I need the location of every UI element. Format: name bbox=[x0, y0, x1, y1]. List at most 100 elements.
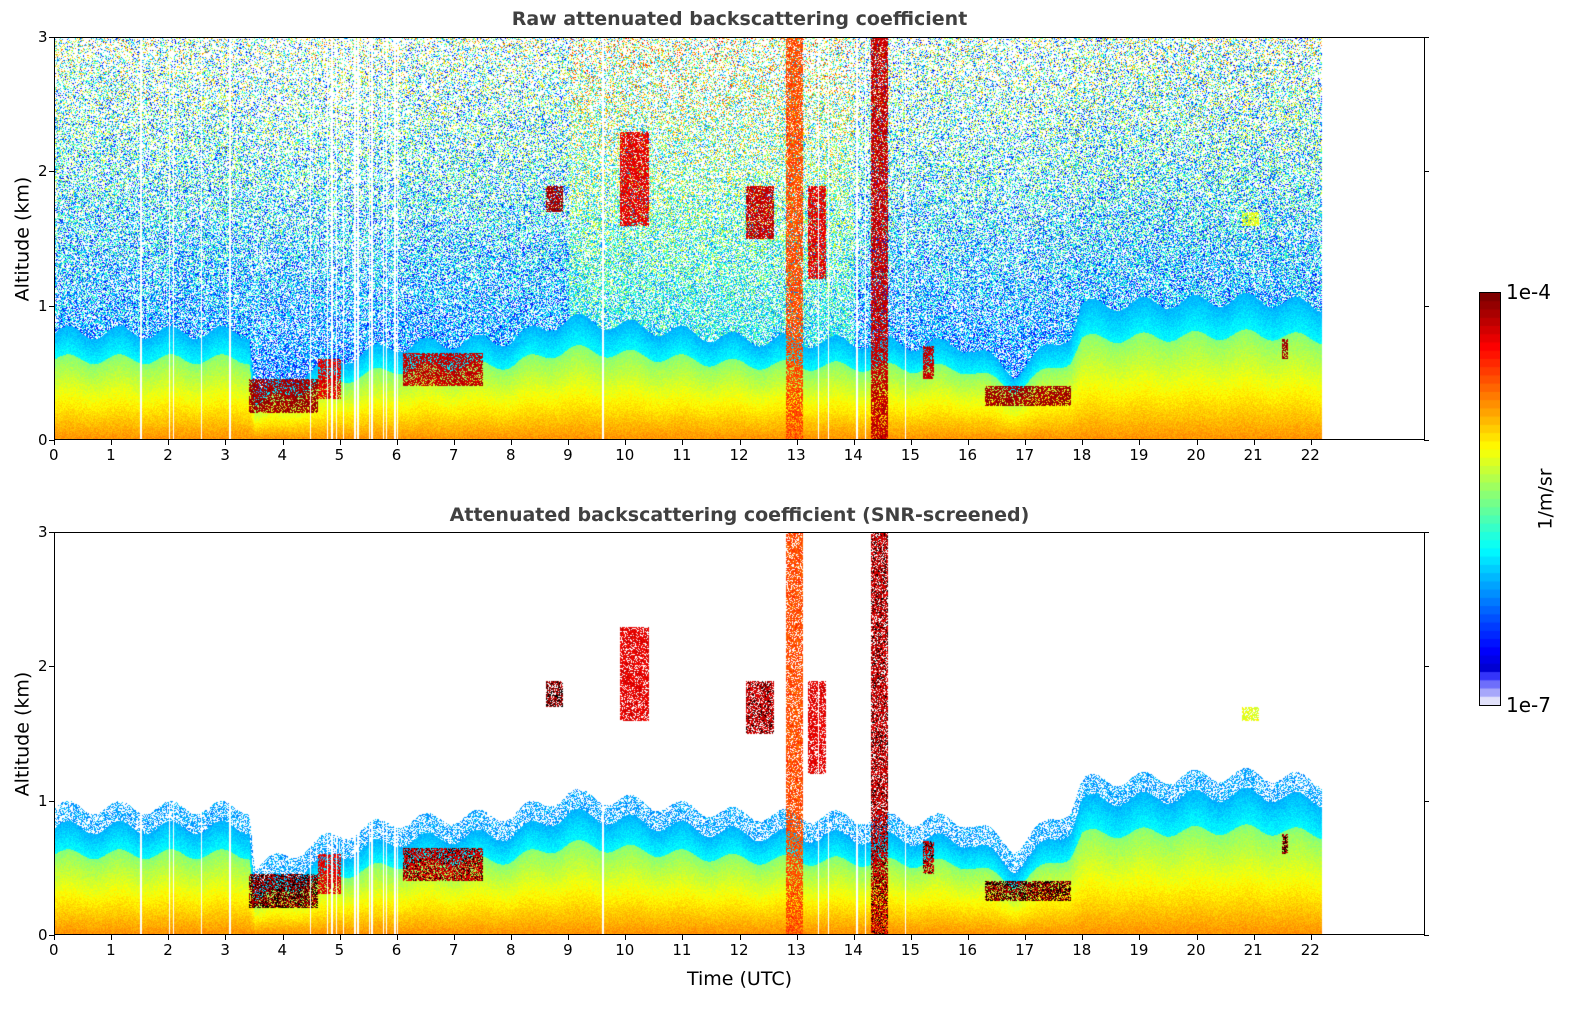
top-ylabel: Altitude (km) bbox=[11, 176, 34, 302]
x-tick bbox=[625, 440, 627, 445]
x-tick-label: 11 bbox=[672, 941, 692, 959]
y-tick-label: 1 bbox=[38, 791, 48, 810]
x-tick-label: 7 bbox=[448, 446, 459, 464]
y-tick bbox=[1424, 935, 1429, 936]
x-tick bbox=[225, 440, 227, 445]
x-tick bbox=[282, 935, 284, 940]
x-tick bbox=[910, 440, 912, 445]
x-tick bbox=[168, 935, 170, 940]
y-tick bbox=[1424, 440, 1429, 441]
x-tick bbox=[1196, 935, 1198, 940]
y-tick bbox=[1424, 532, 1429, 533]
x-tick bbox=[1253, 935, 1255, 940]
x-tick-label: 20 bbox=[1186, 941, 1206, 959]
x-tick bbox=[225, 935, 227, 940]
x-tick bbox=[853, 935, 855, 940]
x-tick-label: 18 bbox=[1072, 941, 1092, 959]
y-tick bbox=[49, 440, 54, 441]
x-tick bbox=[111, 935, 113, 940]
x-tick-label: 5 bbox=[334, 941, 345, 959]
x-tick bbox=[796, 935, 798, 940]
x-tick-label: 15 bbox=[900, 941, 920, 959]
x-tick-label: 1 bbox=[106, 446, 116, 464]
screened-backscatter-heatmap bbox=[55, 533, 1424, 934]
y-tick bbox=[49, 305, 54, 307]
x-tick bbox=[168, 440, 170, 445]
x-tick-label: 12 bbox=[729, 941, 749, 959]
colorbar-label: 1/m/sr bbox=[1534, 468, 1557, 530]
x-tick bbox=[1082, 935, 1084, 940]
y-tick bbox=[1424, 800, 1429, 802]
x-tick-label: 6 bbox=[391, 941, 402, 959]
x-tick bbox=[54, 440, 55, 445]
x-tick bbox=[682, 440, 684, 445]
x-tick-label: 5 bbox=[334, 446, 345, 464]
x-tick bbox=[1025, 440, 1027, 445]
y-tick bbox=[1424, 171, 1429, 173]
bottom-chart-title: Attenuated backscattering coefficient (S… bbox=[449, 504, 1030, 526]
x-tick bbox=[1253, 440, 1255, 445]
y-tick-label: 3 bbox=[38, 523, 48, 541]
x-tick bbox=[682, 935, 684, 940]
x-tick-label: 11 bbox=[672, 446, 692, 464]
x-tick-label: 4 bbox=[277, 941, 288, 959]
top-axes bbox=[54, 37, 1425, 440]
x-tick-label: 17 bbox=[1015, 941, 1035, 959]
x-tick-label: 22 bbox=[1300, 446, 1320, 464]
x-tick bbox=[853, 440, 855, 445]
x-tick bbox=[1310, 935, 1312, 940]
y-tick-label: 2 bbox=[38, 657, 48, 676]
x-tick-label: 0 bbox=[49, 941, 59, 959]
x-tick-label: 14 bbox=[843, 446, 863, 464]
x-tick-label: 3 bbox=[220, 941, 230, 959]
x-tick-label: 9 bbox=[563, 446, 573, 464]
x-tick-label: 15 bbox=[900, 446, 920, 464]
x-tick bbox=[1082, 440, 1084, 445]
x-tick-label: 16 bbox=[958, 941, 978, 959]
colorbar-min-label: 1e-7 bbox=[1506, 693, 1551, 717]
x-tick bbox=[910, 935, 912, 940]
x-tick-label: 17 bbox=[1015, 446, 1035, 464]
y-tick-label: 1 bbox=[38, 296, 48, 315]
x-tick bbox=[111, 440, 113, 445]
x-tick bbox=[511, 440, 512, 445]
y-tick bbox=[1424, 305, 1429, 307]
x-tick bbox=[625, 935, 627, 940]
x-tick bbox=[396, 440, 398, 445]
y-tick bbox=[1424, 666, 1429, 668]
y-tick bbox=[49, 532, 54, 533]
x-tick-label: 21 bbox=[1243, 941, 1263, 959]
raw-backscatter-heatmap bbox=[55, 38, 1424, 439]
x-tick-label: 10 bbox=[615, 446, 635, 464]
x-tick bbox=[453, 935, 455, 940]
x-tick-label: 19 bbox=[1129, 941, 1149, 959]
x-tick-label: 7 bbox=[448, 941, 459, 959]
colorbar-max-label: 1e-4 bbox=[1506, 280, 1551, 304]
x-tick-label: 13 bbox=[786, 941, 806, 959]
x-tick-label: 19 bbox=[1129, 446, 1149, 464]
x-tick bbox=[739, 440, 741, 445]
x-tick bbox=[54, 935, 55, 940]
x-tick bbox=[568, 440, 570, 445]
x-tick-label: 10 bbox=[615, 941, 635, 959]
x-tick-label: 0 bbox=[49, 446, 59, 464]
x-tick-label: 21 bbox=[1243, 446, 1263, 464]
x-tick-label: 12 bbox=[729, 446, 749, 464]
x-tick bbox=[1139, 935, 1141, 940]
x-tick bbox=[968, 935, 969, 940]
x-tick bbox=[796, 440, 798, 445]
x-tick-label: 18 bbox=[1072, 446, 1092, 464]
x-tick-label: 20 bbox=[1186, 446, 1206, 464]
x-tick-label: 3 bbox=[220, 446, 230, 464]
bottom-axes bbox=[54, 532, 1425, 935]
x-tick bbox=[1025, 935, 1027, 940]
x-tick bbox=[968, 440, 969, 445]
bottom-xlabel: Time (UTC) bbox=[686, 968, 793, 990]
x-tick-label: 9 bbox=[563, 941, 573, 959]
x-tick bbox=[1310, 440, 1312, 445]
x-tick bbox=[1196, 440, 1198, 445]
top-chart-title: Raw attenuated backscattering coefficien… bbox=[511, 8, 968, 30]
x-tick-label: 8 bbox=[506, 941, 516, 959]
y-tick bbox=[49, 800, 54, 802]
x-tick bbox=[339, 440, 341, 445]
